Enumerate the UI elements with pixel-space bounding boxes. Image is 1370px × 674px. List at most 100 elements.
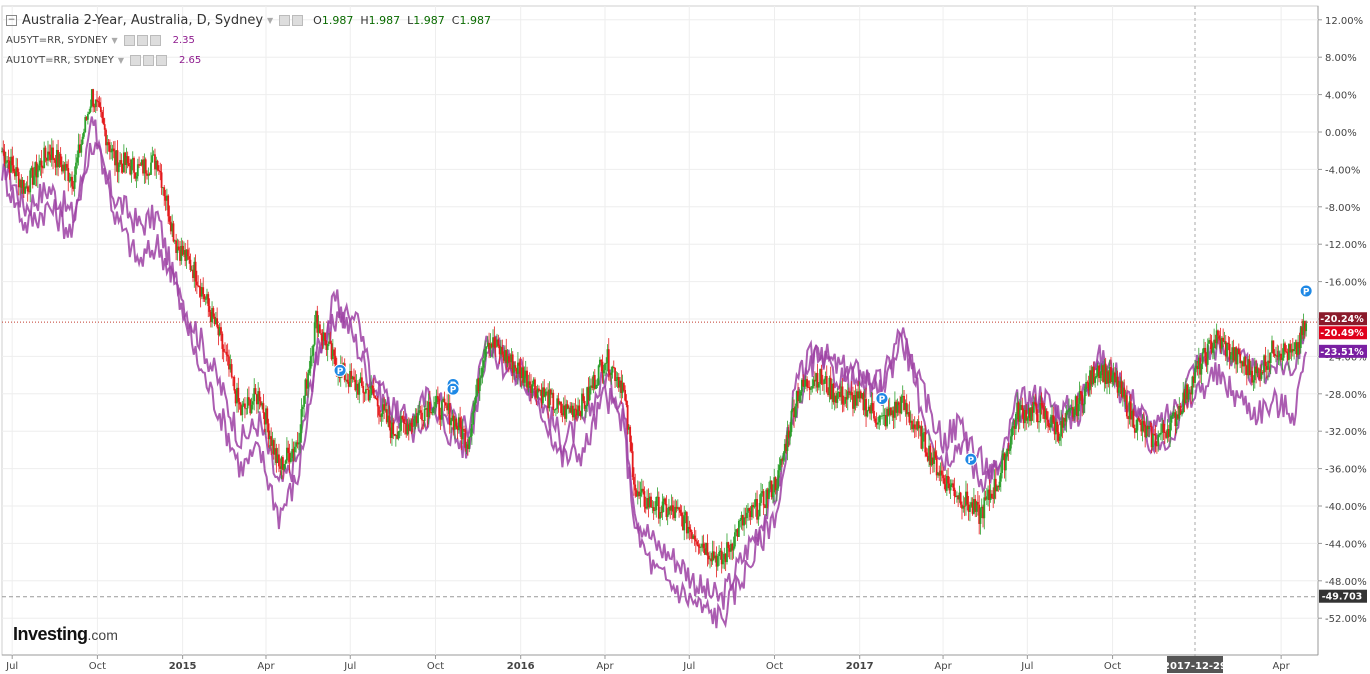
- candle-body: [923, 432, 925, 434]
- candle-body: [280, 457, 283, 469]
- candle-body: [1159, 432, 1162, 435]
- candle-body: [1284, 343, 1286, 352]
- candle-body: [925, 452, 928, 456]
- candle-body: [72, 186, 75, 189]
- candle-body: [547, 391, 550, 409]
- candle-body: [1165, 432, 1168, 438]
- investing-logo: Investing.com: [13, 624, 118, 645]
- candle-body: [997, 485, 1000, 488]
- candle-body: [169, 221, 172, 232]
- candle-body: [1045, 411, 1048, 420]
- settings-icon-2[interactable]: [292, 14, 304, 26]
- candle-body: [978, 504, 981, 524]
- candle-body: [992, 498, 995, 499]
- candle-body: [577, 405, 579, 416]
- x-tick-label: Apr: [596, 661, 614, 672]
- candle-body: [246, 397, 249, 409]
- candle-body: [673, 511, 675, 518]
- close-icon[interactable]: [155, 54, 167, 66]
- candle-body: [430, 412, 433, 414]
- candle-body: [993, 478, 996, 499]
- candle-body: [1214, 339, 1217, 344]
- candle-body: [895, 401, 898, 413]
- candle-body: [185, 249, 188, 261]
- candle-body: [1286, 352, 1289, 360]
- candle-body: [86, 113, 89, 120]
- chevron-down-icon[interactable]: ▼: [111, 35, 118, 45]
- candle-body: [624, 390, 627, 401]
- candle-body: [802, 379, 805, 387]
- close-icon[interactable]: [149, 34, 161, 46]
- candle-body: [804, 379, 807, 386]
- candle-body: [565, 404, 568, 419]
- candle-body: [665, 504, 668, 517]
- eye-icon[interactable]: [123, 34, 135, 46]
- candle-body: [514, 365, 517, 369]
- candle-body: [591, 385, 594, 388]
- settings-icon[interactable]: [142, 54, 154, 66]
- candle-body: [693, 535, 696, 540]
- candle-body: [1297, 342, 1300, 355]
- candle-body: [558, 401, 561, 405]
- candle-body: [908, 412, 911, 423]
- candle-body: [1215, 330, 1218, 344]
- candle-body: [897, 402, 900, 405]
- candle-body: [1260, 372, 1263, 379]
- candle-body: [1253, 366, 1256, 381]
- event-marker-icon[interactable]: [875, 391, 889, 405]
- event-marker-icon[interactable]: [1299, 284, 1313, 298]
- candle-body: [815, 373, 818, 382]
- candle-body: [527, 381, 530, 388]
- candle-body: [887, 408, 890, 416]
- plot-area[interactable]: [1, 5, 1319, 656]
- candle-body: [903, 395, 905, 410]
- candle-body: [469, 435, 472, 438]
- candle-body: [138, 164, 140, 166]
- candle-body: [315, 311, 317, 323]
- candle-body: [1302, 320, 1305, 336]
- candle-body: [937, 472, 939, 476]
- candle-body: [218, 327, 221, 336]
- event-marker-icon[interactable]: [333, 363, 347, 377]
- candle-body: [257, 391, 260, 405]
- candle-body: [554, 408, 557, 410]
- candle-body: [1048, 426, 1051, 428]
- candle-body: [312, 344, 315, 356]
- candle-body: [778, 465, 781, 471]
- candle-body: [447, 403, 450, 411]
- collapse-icon[interactable]: −: [6, 14, 17, 26]
- candle-body: [762, 491, 765, 506]
- candle-body: [748, 508, 751, 512]
- candle-body: [998, 481, 1001, 488]
- candle-body: [57, 149, 60, 167]
- candle-body: [225, 351, 228, 355]
- candle-body: [163, 187, 166, 197]
- candle-body: [1237, 348, 1240, 355]
- settings-icon[interactable]: [136, 34, 148, 46]
- candle-body: [1265, 366, 1268, 370]
- settings-icon[interactable]: [279, 14, 291, 26]
- chevron-down-icon[interactable]: ▼: [117, 55, 124, 65]
- candle-body: [940, 470, 943, 475]
- candle-body: [671, 505, 674, 512]
- candle-body: [1301, 327, 1304, 336]
- eye-icon[interactable]: [129, 54, 141, 66]
- candle-body: [1021, 405, 1024, 411]
- candle-body: [837, 391, 840, 393]
- candle-body: [886, 408, 889, 427]
- candle-body: [1029, 408, 1031, 422]
- event-marker-icon[interactable]: [964, 452, 978, 466]
- candle-body: [8, 160, 11, 173]
- candle-body: [678, 507, 680, 510]
- candle-body: [448, 403, 451, 426]
- candle-body: [619, 380, 621, 388]
- candle-body: [493, 337, 496, 347]
- chevron-down-icon[interactable]: ▼: [267, 15, 274, 25]
- candle-body: [2, 150, 5, 152]
- candle-body: [600, 359, 603, 362]
- candle-body: [622, 383, 625, 391]
- candle-body: [989, 493, 992, 501]
- event-marker-icon[interactable]: [446, 382, 460, 396]
- candle-body: [846, 391, 849, 400]
